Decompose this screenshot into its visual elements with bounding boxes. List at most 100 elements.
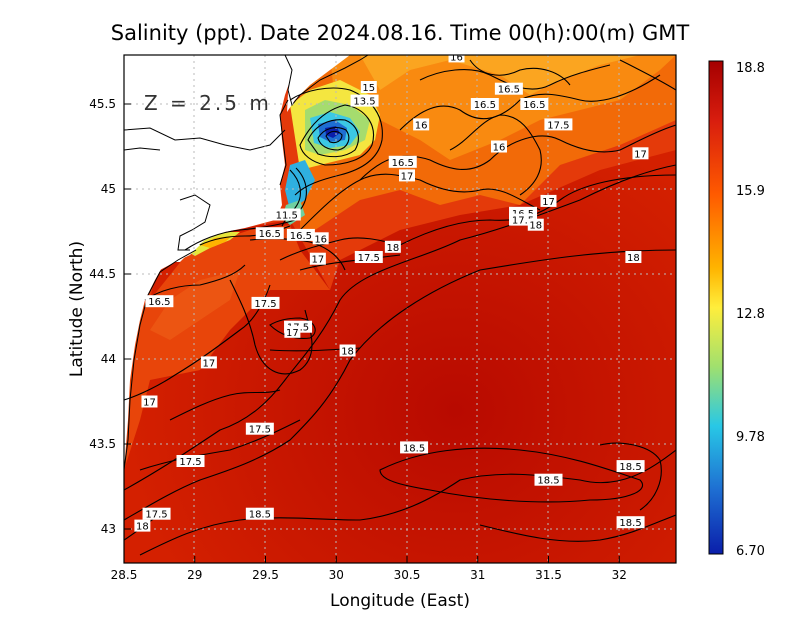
contour-label: 17.5: [145, 510, 167, 521]
contour-label-box: [284, 325, 301, 338]
contour-label-box: [286, 228, 315, 241]
contour-label: 16: [314, 234, 327, 245]
colorbar-label: 12.8: [736, 307, 765, 322]
contour-label-box: [400, 441, 429, 454]
contour-label: 18: [341, 347, 354, 358]
contour-label-box: [399, 169, 415, 182]
contour-label: 16: [450, 52, 463, 63]
y-axis-ticks: 43 43.5 44 44.5 45 45.5: [89, 97, 131, 536]
contour-label: 17: [634, 149, 647, 160]
contour-label: 17: [311, 255, 324, 266]
contour-label: 11.5: [276, 211, 298, 222]
y-tick-label: 44.5: [89, 267, 116, 281]
contour-label-box: [176, 455, 205, 467]
contour-label-box: [354, 251, 383, 263]
contour-label-box: [413, 118, 430, 131]
contour-label: 17.5: [547, 120, 569, 131]
contour-label-box: [134, 519, 151, 532]
contour-label-box: [200, 356, 217, 369]
colorbar-labels: 18.8 15.9 12.8 9.78 6.70: [736, 61, 765, 559]
contour-label-box: [350, 94, 379, 107]
contour-label: 18: [529, 221, 542, 232]
contour-label-box: [448, 55, 465, 63]
contour-label-box: [490, 140, 507, 153]
x-tick-label: 29: [187, 568, 202, 582]
depth-label: Z = 2.5 m: [144, 91, 272, 115]
contour-label: 18: [627, 253, 640, 264]
contour-label-box: [625, 251, 642, 263]
contour-label-box: [339, 344, 356, 357]
contour-label-box: [272, 208, 301, 221]
contour-label: 17: [542, 197, 555, 208]
colorbar-label: 15.9: [736, 184, 765, 199]
contour-label-box: [616, 460, 645, 473]
contour-label: 18: [136, 522, 149, 533]
x-tick-label: 31.5: [535, 568, 562, 582]
contour-label-box: [540, 194, 557, 207]
y-tick-label: 45.5: [89, 97, 116, 111]
x-axis-label: Longitude (East): [330, 591, 470, 611]
contour-label-box: [255, 227, 284, 240]
contour-labels: 1616.516.516.51513.51617.5161716.5171716…: [134, 52, 649, 533]
x-tick-label: 31: [470, 568, 485, 582]
x-tick-label: 28.5: [111, 568, 138, 582]
gridlines: [124, 55, 676, 563]
contour-label-box: [494, 82, 523, 95]
contour-label: 17: [143, 398, 156, 409]
contour-label-box: [245, 422, 274, 435]
contour-label: 17.5: [358, 253, 380, 264]
contour-label-box: [312, 232, 329, 245]
contour-label: 17.5: [249, 425, 271, 436]
contour-label: 16.5: [259, 229, 281, 240]
colorbar-label: 18.8: [736, 61, 765, 76]
contour-label-box: [534, 473, 563, 486]
contour-label: 16: [493, 143, 506, 154]
y-tick-label: 43: [101, 522, 116, 536]
x-tick-label: 30.5: [394, 568, 421, 582]
map-title: Salinity (ppt). Date 2024.08.16. Time 00…: [111, 21, 690, 45]
contour-label-box: [251, 296, 280, 309]
y-tick-label: 43.5: [89, 437, 116, 451]
colorbar: [708, 60, 724, 555]
x-tick-label: 29.5: [252, 568, 279, 582]
contour-label-box: [142, 507, 171, 520]
contour-label: 17.5: [179, 457, 201, 468]
contour-label: 16.5: [523, 100, 545, 111]
contour-label-box: [470, 98, 499, 110]
contour-label-box: [141, 395, 158, 408]
y-tick-label: 45: [101, 182, 116, 196]
x-tick-label: 32: [612, 568, 627, 582]
contour-label-box: [245, 507, 274, 520]
colorbar-label: 6.70: [736, 544, 765, 559]
contour-label-box: [527, 218, 544, 231]
contour-label: 17.5: [512, 216, 534, 227]
contour-label-box: [360, 81, 377, 93]
contour-label-box: [616, 516, 645, 529]
contour-label-box: [388, 155, 417, 168]
contour-label: 17: [401, 171, 414, 182]
contour-label: 18: [386, 243, 399, 254]
contour-label-box: [145, 295, 174, 308]
contour-label: 18.5: [403, 443, 425, 454]
y-tick-label: 44: [101, 352, 116, 366]
x-axis-ticks: 28.5 29 29.5 30 30.5 31 31.5 32: [111, 556, 627, 582]
y-axis-label: Latitude (North): [67, 241, 87, 377]
contour-label: 15: [362, 83, 375, 94]
salinity-field: 1616.516.516.51513.51617.5161716.5171716…: [124, 52, 676, 563]
contour-label-box: [309, 252, 326, 265]
contour-label: 16.5: [474, 100, 496, 111]
contour-label: 18.5: [619, 518, 641, 529]
contour-label-box: [520, 98, 549, 110]
contour-label: 17: [286, 328, 299, 339]
contour-label: 16.5: [290, 231, 312, 242]
contour-label-box: [544, 118, 573, 131]
plot-frame: [123, 54, 677, 564]
contour-label: 17: [203, 358, 216, 369]
colorbar-label: 9.78: [736, 430, 765, 445]
contour-label: 16: [415, 120, 428, 131]
contour-label: 16.5: [498, 85, 520, 96]
contour-label: 16.5: [148, 297, 170, 308]
contour-label: 17.5: [254, 299, 276, 310]
contour-label-box: [384, 240, 401, 253]
